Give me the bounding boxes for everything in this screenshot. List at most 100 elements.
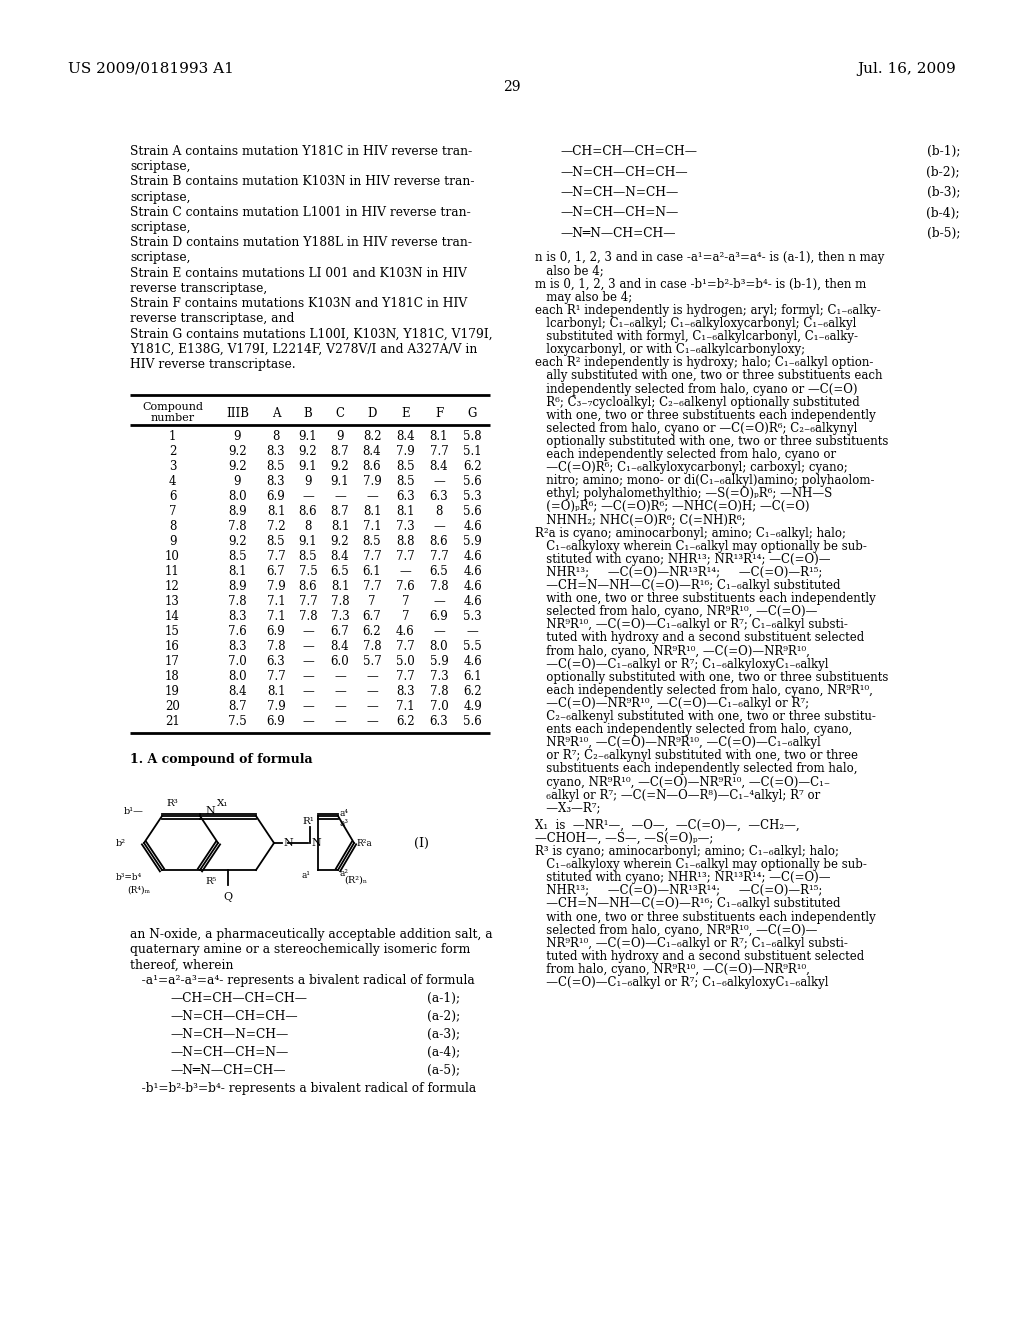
Text: 5.6: 5.6	[463, 475, 482, 488]
Text: selected from halo, cyano, NR⁹R¹⁰, —C(=O)—: selected from halo, cyano, NR⁹R¹⁰, —C(=O…	[535, 605, 817, 618]
Text: R⁵: R⁵	[205, 878, 216, 887]
Text: 7.6: 7.6	[228, 624, 247, 638]
Text: 18: 18	[165, 671, 180, 682]
Text: 7.8: 7.8	[228, 520, 247, 533]
Text: 9: 9	[233, 430, 242, 444]
Text: 7.1: 7.1	[266, 595, 286, 609]
Text: 8.4: 8.4	[331, 640, 349, 653]
Text: 1. A compound of formula: 1. A compound of formula	[130, 752, 312, 766]
Text: an N-oxide, a pharmaceutically acceptable addition salt, a: an N-oxide, a pharmaceutically acceptabl…	[130, 928, 493, 941]
Text: 7.1: 7.1	[266, 610, 286, 623]
Text: 8.4: 8.4	[331, 550, 349, 564]
Text: 7.2: 7.2	[266, 520, 286, 533]
Text: 17: 17	[165, 655, 180, 668]
Text: —: —	[367, 700, 378, 713]
Text: —: —	[334, 685, 346, 698]
Text: cyano, NR⁹R¹⁰, —C(=O)—NR⁹R¹⁰, —C(=O)—C₁₋: cyano, NR⁹R¹⁰, —C(=O)—NR⁹R¹⁰, —C(=O)—C₁₋	[535, 776, 830, 788]
Text: 8: 8	[435, 506, 442, 517]
Text: 8.1: 8.1	[430, 430, 449, 444]
Text: 4.6: 4.6	[463, 595, 482, 609]
Text: 6.7: 6.7	[331, 624, 349, 638]
Text: (b-5);: (b-5);	[927, 227, 961, 240]
Text: each independently selected from halo, cyano, NR⁹R¹⁰,: each independently selected from halo, c…	[535, 684, 872, 697]
Text: a²: a²	[340, 869, 349, 878]
Text: 9.2: 9.2	[331, 459, 349, 473]
Text: —: —	[367, 671, 378, 682]
Text: 6.7: 6.7	[362, 610, 381, 623]
Text: Compound: Compound	[142, 403, 203, 412]
Text: a³: a³	[340, 820, 349, 829]
Text: C₂₋₆alkenyl substituted with one, two or three substitu-: C₂₋₆alkenyl substituted with one, two or…	[535, 710, 876, 723]
Text: Strain G contains mutations L100I, K103N, Y181C, V179I,: Strain G contains mutations L100I, K103N…	[130, 327, 493, 341]
Text: —: —	[302, 671, 314, 682]
Text: 5.6: 5.6	[463, 715, 482, 729]
Text: Strain B contains mutation K103N in HIV reverse tran-: Strain B contains mutation K103N in HIV …	[130, 176, 474, 189]
Text: 6.9: 6.9	[266, 715, 286, 729]
Text: ents each independently selected from halo, cyano,: ents each independently selected from ha…	[535, 723, 852, 737]
Text: 6.0: 6.0	[331, 655, 349, 668]
Text: (a-3);: (a-3);	[427, 1028, 460, 1040]
Text: 7.7: 7.7	[299, 595, 317, 609]
Text: 4.6: 4.6	[463, 655, 482, 668]
Text: (a-4);: (a-4);	[427, 1045, 460, 1059]
Text: 7.8: 7.8	[430, 579, 449, 593]
Text: —: —	[334, 490, 346, 503]
Text: nitro; amino; mono- or di(C₁₋₆alkyl)amino; polyhaolom-: nitro; amino; mono- or di(C₁₋₆alkyl)amin…	[535, 474, 874, 487]
Text: -b¹=b²-b³=b⁴- represents a bivalent radical of formula: -b¹=b²-b³=b⁴- represents a bivalent radi…	[130, 1082, 476, 1094]
Text: NHR¹³;     —C(=O)—NR¹³R¹⁴;     —C(=O)—R¹⁵;: NHR¹³; —C(=O)—NR¹³R¹⁴; —C(=O)—R¹⁵;	[535, 884, 822, 898]
Text: 7.9: 7.9	[362, 475, 381, 488]
Text: 8.1: 8.1	[331, 520, 349, 533]
Text: 15: 15	[165, 624, 180, 638]
Text: 9: 9	[233, 475, 242, 488]
Text: —: —	[433, 624, 444, 638]
Text: 8.5: 8.5	[266, 535, 286, 548]
Text: B: B	[304, 407, 312, 420]
Text: 6.1: 6.1	[362, 565, 381, 578]
Text: or R⁷; C₂₋₆alkynyl substituted with one, two or three: or R⁷; C₂₋₆alkynyl substituted with one,…	[535, 750, 858, 763]
Text: (=O)ₚR⁶; —C(=O)R⁶; —NHC(=O)H; —C(=O): (=O)ₚR⁶; —C(=O)R⁶; —NHC(=O)H; —C(=O)	[535, 500, 810, 513]
Text: 4.6: 4.6	[396, 624, 415, 638]
Text: C₁₋₆alkyloxy wherein C₁₋₆alkyl may optionally be sub-: C₁₋₆alkyloxy wherein C₁₋₆alkyl may optio…	[535, 540, 867, 553]
Text: F: F	[435, 407, 443, 420]
Text: —: —	[399, 565, 412, 578]
Text: loxycarbonyl, or with C₁₋₆alkylcarbonyloxy;: loxycarbonyl, or with C₁₋₆alkylcarbonylo…	[535, 343, 805, 356]
Text: 4.6: 4.6	[463, 565, 482, 578]
Text: 7.3: 7.3	[331, 610, 349, 623]
Text: 5.0: 5.0	[396, 655, 415, 668]
Text: 7: 7	[401, 595, 410, 609]
Text: 20: 20	[165, 700, 180, 713]
Text: 6.5: 6.5	[430, 565, 449, 578]
Text: 7.7: 7.7	[430, 550, 449, 564]
Text: 6.7: 6.7	[266, 565, 286, 578]
Text: also be 4;: also be 4;	[535, 264, 604, 277]
Text: 7.7: 7.7	[430, 445, 449, 458]
Text: 8.4: 8.4	[362, 445, 381, 458]
Text: b¹—: b¹—	[124, 807, 144, 816]
Text: 6: 6	[169, 490, 176, 503]
Text: reverse transcriptase,: reverse transcriptase,	[130, 281, 267, 294]
Text: —: —	[433, 520, 444, 533]
Text: -a¹=a²-a³=a⁴- represents a bivalent radical of formula: -a¹=a²-a³=a⁴- represents a bivalent radi…	[130, 974, 475, 986]
Text: 6.9: 6.9	[430, 610, 449, 623]
Text: 29: 29	[503, 81, 521, 94]
Text: number: number	[151, 413, 195, 422]
Text: 9.2: 9.2	[228, 445, 247, 458]
Text: 8.9: 8.9	[228, 506, 247, 517]
Text: 4.6: 4.6	[463, 520, 482, 533]
Text: with one, two or three substituents each independently: with one, two or three substituents each…	[535, 593, 876, 605]
Text: —: —	[302, 490, 314, 503]
Text: 8.5: 8.5	[266, 459, 286, 473]
Text: 8.3: 8.3	[396, 685, 415, 698]
Text: —: —	[367, 685, 378, 698]
Text: scriptase,: scriptase,	[130, 160, 190, 173]
Text: 9.1: 9.1	[331, 475, 349, 488]
Text: X₁: X₁	[217, 800, 228, 808]
Text: 21: 21	[165, 715, 180, 729]
Text: 8.6: 8.6	[362, 459, 381, 473]
Text: —: —	[367, 490, 378, 503]
Text: (R²)ₙ: (R²)ₙ	[344, 875, 368, 884]
Text: Strain A contains mutation Y181C in HIV reverse tran-: Strain A contains mutation Y181C in HIV …	[130, 145, 472, 158]
Text: 8.5: 8.5	[396, 475, 415, 488]
Text: —: —	[302, 685, 314, 698]
Text: 12: 12	[165, 579, 180, 593]
